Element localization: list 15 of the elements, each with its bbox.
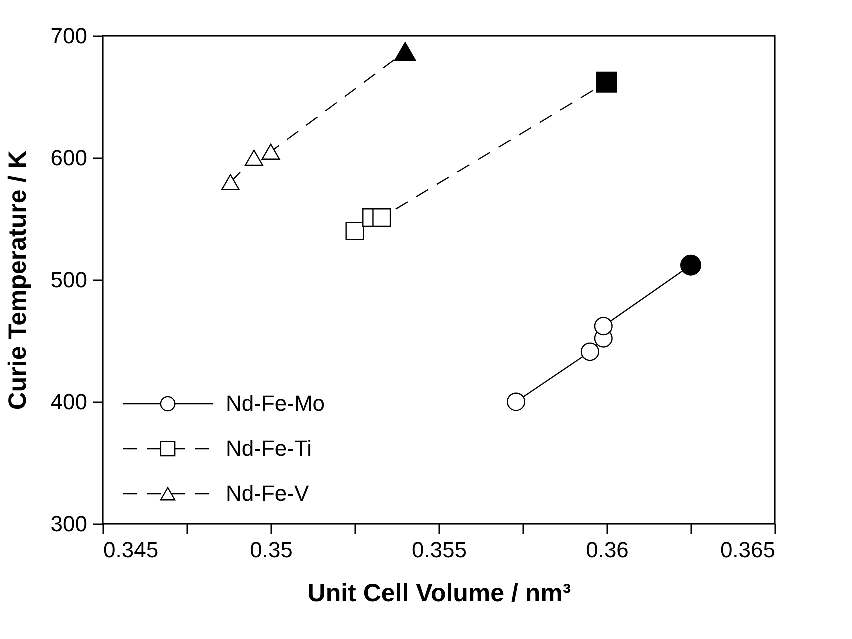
x-tick-label: 0.355 — [412, 538, 468, 562]
y-tick-label: 500 — [50, 268, 88, 292]
legend-label: Nd-Fe-Ti — [226, 436, 312, 461]
legend-label: Nd-Fe-V — [226, 481, 310, 506]
x-tick-label: 0.345 — [104, 538, 159, 562]
y-tick-label: 400 — [50, 390, 88, 414]
x-tick-label: 0.35 — [250, 538, 293, 562]
y-tick-label: 300 — [50, 512, 88, 536]
x-tick-label: 0.365 — [720, 538, 776, 562]
y-tick-label: 600 — [50, 146, 88, 170]
y-axis-title: Curie Temperature / K — [4, 150, 32, 410]
x-tick-label: 0.36 — [586, 538, 629, 562]
y-tick-label: 700 — [50, 24, 88, 48]
legend-label: Nd-Fe-Mo — [226, 391, 326, 416]
x-axis-title: Unit Cell Volume / nm³ — [308, 580, 572, 608]
